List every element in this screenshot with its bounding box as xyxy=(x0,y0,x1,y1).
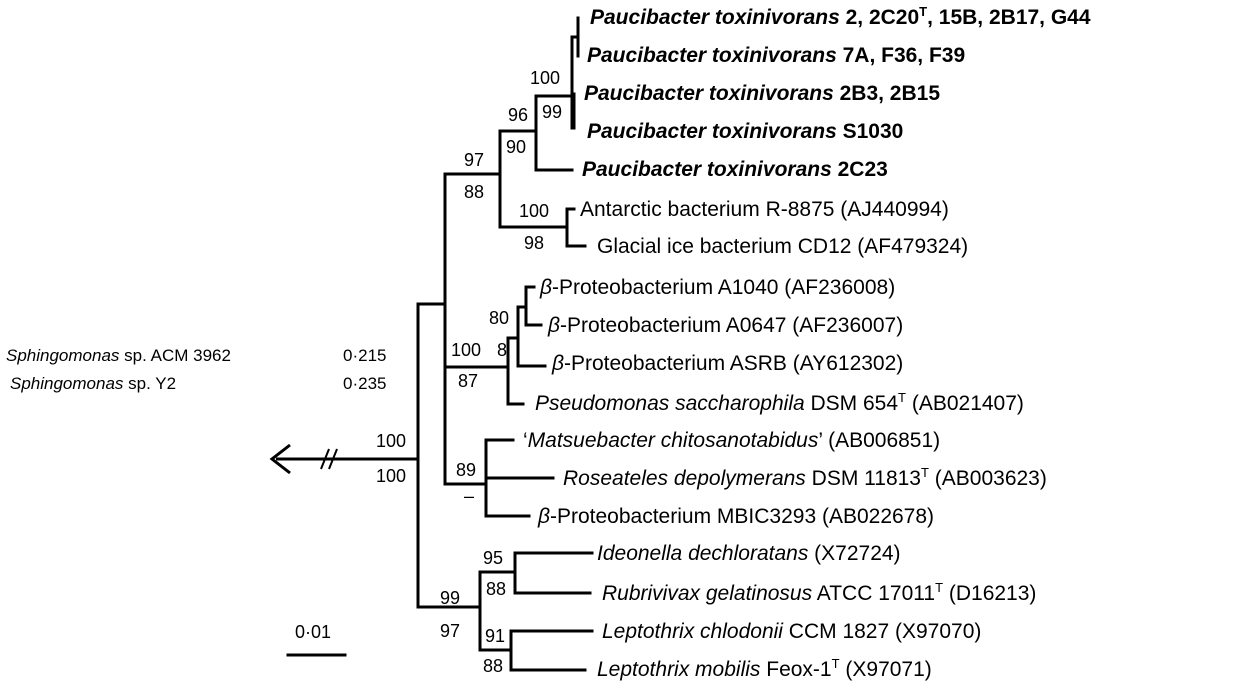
taxon-text: Paucibacter toxinivorans xyxy=(587,120,837,143)
taxon-label: Leptothrix mobilis Feox-1T (X97071) xyxy=(597,656,932,682)
bootstrap-value: 98 xyxy=(524,233,545,253)
taxon-text: , 15B, 2B17, G44 xyxy=(927,6,1091,29)
taxon-text: (AB021407) xyxy=(906,392,1024,415)
outgroup-label: Sphingomonas sp. ACM 3962 xyxy=(6,346,231,365)
taxon-text: S1030 xyxy=(836,120,904,143)
bootstrap-value: 95 xyxy=(483,548,504,568)
taxon-text: Matsuebacter chitosanotabidus xyxy=(527,429,819,452)
taxon-text: ’ (AB006851) xyxy=(818,429,941,452)
taxon-text: ‘ xyxy=(523,429,528,452)
bootstrap-value: – xyxy=(464,486,475,506)
taxon-text: Paucibacter toxinivorans xyxy=(590,6,840,29)
taxon-text: Leptothrix mobilis xyxy=(597,658,761,681)
taxon-text: 2B3, 2B15 xyxy=(833,82,940,105)
taxon-label: Glacial ice bacterium CD12 (AF479324) xyxy=(597,235,968,259)
taxon-text: Antarctic bacterium R-8875 (AJ440994) xyxy=(580,198,949,221)
taxon-text: Pseudomonas saccharophila xyxy=(535,392,805,415)
taxon-label: Ideonella dechloratans (X72724) xyxy=(597,542,901,566)
bootstrap-value: 99 xyxy=(542,102,563,122)
taxon-label: Paucibacter toxinivorans S1030 xyxy=(587,120,903,144)
type-strain-mark: T xyxy=(919,4,928,19)
taxon-text: 2, 2C20 xyxy=(839,6,920,29)
taxon-text: 2C23 xyxy=(831,158,888,181)
outgroup-arrow xyxy=(269,443,338,475)
taxon-text: Paucibacter toxinivorans xyxy=(587,44,837,67)
type-strain-mark: T xyxy=(935,580,944,595)
taxon-text: (X72724) xyxy=(808,542,901,565)
taxon-label: Leptothrix chlodonii CCM 1827 (X97070) xyxy=(602,620,981,644)
bootstrap-value: 80 xyxy=(489,308,510,328)
taxon-text: β xyxy=(548,314,560,337)
taxon-text: -Proteobacterium A1040 (AF236008) xyxy=(552,276,896,299)
type-strain-mark: T xyxy=(831,656,840,671)
bootstrap-value: 100 xyxy=(376,466,407,486)
taxon-text: CCM 1827 (X97070) xyxy=(782,620,982,643)
taxon-text: Feox-1 xyxy=(760,658,832,681)
bootstrap-value: 87 xyxy=(458,371,479,391)
bootstrap-value: 88 xyxy=(483,656,504,676)
taxon-text: -Proteobacterium ASRB (AY612302) xyxy=(564,352,904,375)
bootstrap-value: 100 xyxy=(519,201,550,221)
taxon-label: Paucibacter toxinivorans 2B3, 2B15 xyxy=(584,82,940,106)
bootstrap-value: 91 xyxy=(485,626,506,646)
type-strain-mark: T xyxy=(898,390,906,405)
taxon-label: ‘Matsuebacter chitosanotabidus’ (AB00685… xyxy=(523,429,940,453)
taxon-text: Leptothrix chlodonii xyxy=(602,620,783,643)
taxon-text: DSM 654 xyxy=(804,392,899,415)
taxon-label: Paucibacter toxinivorans 2, 2C20T, 15B, … xyxy=(590,4,1091,30)
taxon-label: Antarctic bacterium R-8875 (AJ440994) xyxy=(580,198,949,222)
taxon-label: β-Proteobacterium A0647 (AF236007) xyxy=(548,314,903,338)
type-strain-mark: T xyxy=(920,465,929,480)
taxon-text: Paucibacter toxinivorans xyxy=(582,158,832,181)
taxon-text: Ideonella dechloratans xyxy=(597,542,809,565)
outgroup-label: Sphingomonas sp. Y2 xyxy=(10,374,177,393)
outgroup-distance: 0·235 xyxy=(343,374,387,393)
taxon-text: Rubrivivax gelatinosus xyxy=(602,582,813,605)
bootstrap-value: 100 xyxy=(376,431,407,451)
taxon-text: β xyxy=(538,505,550,528)
taxon-label: Paucibacter toxinivorans 2C23 xyxy=(582,158,888,182)
bootstrap-value: 96 xyxy=(508,105,529,125)
bootstrap-value: 89 xyxy=(456,460,477,480)
taxon-text: β xyxy=(552,352,564,375)
taxon-label: Pseudomonas saccharophila DSM 654T (AB02… xyxy=(535,390,1024,416)
bootstrap-value: 97 xyxy=(464,150,485,170)
taxon-label: β-Proteobacterium ASRB (AY612302) xyxy=(552,352,903,376)
bootstrap-value: 100 xyxy=(451,340,482,360)
taxon-text: (AB003623) xyxy=(928,467,1047,490)
taxon-label: Rubrivivax gelatinosus ATCC 17011T (D162… xyxy=(602,580,1037,606)
taxon-text: Glacial ice bacterium CD12 (AF479324) xyxy=(597,235,969,258)
bootstrap-value: 90 xyxy=(506,137,527,157)
taxon-label: Roseateles depolymerans DSM 11813T (AB00… xyxy=(563,465,1047,491)
taxon-text: -Proteobacterium A0647 (AF236007) xyxy=(560,314,904,337)
bootstrap-value: 99 xyxy=(440,588,461,608)
scale-bar-label: 0·01 xyxy=(295,622,332,642)
bootstrap-value: 8 xyxy=(497,340,508,360)
outgroup-distance: 0·215 xyxy=(343,346,387,365)
bootstrap-value: 88 xyxy=(464,182,485,202)
taxon-label: β-Proteobacterium MBIC3293 (AB022678) xyxy=(538,505,934,529)
taxon-text: (D16213) xyxy=(943,582,1037,605)
bootstrap-value: 97 xyxy=(440,621,461,641)
bootstrap-value: 100 xyxy=(530,68,561,88)
taxon-text: β xyxy=(540,276,552,299)
taxon-text: Paucibacter toxinivorans xyxy=(584,82,834,105)
bootstrap-value: 88 xyxy=(486,579,507,599)
taxon-text: Roseateles depolymerans xyxy=(563,467,806,490)
taxon-text: ATCC 17011 xyxy=(812,582,936,605)
taxon-text: 7A, F36, F39 xyxy=(836,44,966,67)
taxon-text: -Proteobacterium MBIC3293 (AB022678) xyxy=(550,505,935,528)
taxon-text: (X97071) xyxy=(839,658,932,681)
taxon-label: Paucibacter toxinivorans 7A, F36, F39 xyxy=(587,44,965,68)
taxon-text: DSM 11813 xyxy=(805,467,921,490)
taxon-label: β-Proteobacterium A1040 (AF236008) xyxy=(540,276,895,300)
